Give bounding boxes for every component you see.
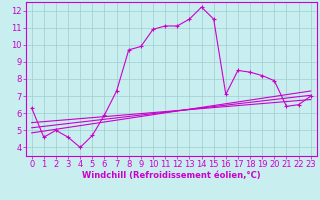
X-axis label: Windchill (Refroidissement éolien,°C): Windchill (Refroidissement éolien,°C)	[82, 171, 260, 180]
